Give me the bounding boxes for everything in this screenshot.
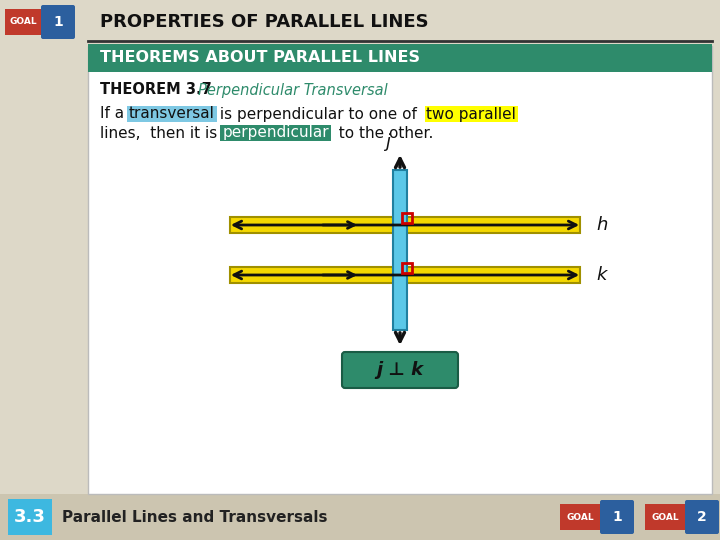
Text: THEOREM 3.7: THEOREM 3.7 xyxy=(100,83,212,98)
Text: j ⊥ k: j ⊥ k xyxy=(377,361,423,379)
Text: 1: 1 xyxy=(612,510,622,524)
Bar xyxy=(425,106,518,122)
Bar xyxy=(393,170,407,330)
Text: is perpendicular to one of: is perpendicular to one of xyxy=(215,106,426,122)
Text: 2: 2 xyxy=(697,510,707,524)
FancyBboxPatch shape xyxy=(342,352,458,388)
Bar xyxy=(88,44,712,72)
Bar xyxy=(127,106,217,122)
Text: lines,  then it is: lines, then it is xyxy=(100,125,222,140)
Bar xyxy=(402,213,412,223)
Text: THEOREMS ABOUT PARALLEL LINES: THEOREMS ABOUT PARALLEL LINES xyxy=(100,51,420,65)
Text: k: k xyxy=(596,266,606,284)
Bar xyxy=(0,494,720,540)
FancyBboxPatch shape xyxy=(600,500,634,534)
Bar xyxy=(220,125,330,141)
Text: PROPERTIES OF PARALLEL LINES: PROPERTIES OF PARALLEL LINES xyxy=(100,13,428,31)
Text: to the other.: to the other. xyxy=(329,125,433,140)
Bar xyxy=(230,267,580,283)
Bar xyxy=(645,504,713,530)
Text: j: j xyxy=(385,133,390,151)
Text: 3.3: 3.3 xyxy=(14,508,46,526)
Text: h: h xyxy=(596,216,608,234)
Text: If a: If a xyxy=(100,106,129,122)
Bar xyxy=(560,504,628,530)
Text: two parallel: two parallel xyxy=(426,106,516,122)
Text: perpendicular: perpendicular xyxy=(222,125,329,140)
FancyBboxPatch shape xyxy=(41,5,75,39)
Text: transversal: transversal xyxy=(129,106,215,122)
Bar xyxy=(5,9,67,35)
Bar xyxy=(8,499,52,535)
Bar xyxy=(230,217,580,233)
Bar xyxy=(88,46,712,494)
Text: Perpendicular Transversal: Perpendicular Transversal xyxy=(198,83,388,98)
Bar xyxy=(402,263,412,273)
Text: Parallel Lines and Transversals: Parallel Lines and Transversals xyxy=(62,510,328,524)
Text: GOAL: GOAL xyxy=(9,17,37,26)
Text: GOAL: GOAL xyxy=(651,512,679,522)
Text: 1: 1 xyxy=(53,15,63,29)
FancyBboxPatch shape xyxy=(685,500,719,534)
Text: GOAL: GOAL xyxy=(566,512,594,522)
